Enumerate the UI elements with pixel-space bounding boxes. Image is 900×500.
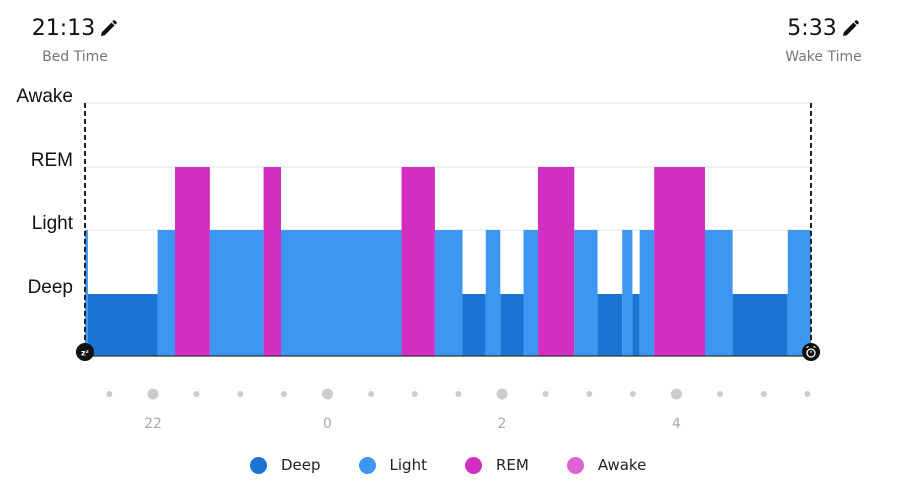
legend-label-rem: REM [495, 456, 529, 474]
x-major-tick [322, 388, 333, 400]
y-tick-label-light: Light [32, 213, 74, 234]
x-minor-tick [629, 391, 636, 397]
pencil-icon[interactable] [840, 19, 860, 39]
y-tick-label-rem: REM [31, 150, 73, 171]
stage-bar-rem [538, 167, 575, 356]
x-minor-tick [411, 391, 418, 397]
stage-bar-deep [597, 294, 623, 356]
legend-dot-light [358, 456, 376, 474]
x-minor-tick [717, 391, 724, 397]
stage-bar-deep [632, 294, 640, 356]
bed-time-label: Bed Time [42, 49, 108, 65]
x-tick-label: 4 [672, 416, 681, 432]
x-minor-tick [804, 391, 811, 397]
x-minor-tick [193, 391, 200, 397]
x-minor-tick [586, 391, 593, 397]
wake-time-value[interactable]: 5:33 [787, 16, 837, 41]
stage-bar-deep [462, 294, 486, 356]
stage-bar-deep [732, 294, 788, 356]
legend-dot-awake [566, 456, 584, 474]
legend-label-deep: Deep [281, 456, 321, 474]
stage-bar-light [705, 230, 733, 356]
stage-bar-light [574, 230, 598, 356]
legend-item-rem: REM [464, 456, 529, 474]
stage-bar-light [434, 230, 463, 356]
legend-item-deep: Deep [250, 456, 321, 474]
sleep-zzz-icon: zᶻ [76, 343, 94, 361]
svg-text:zᶻ: zᶻ [81, 349, 89, 358]
x-tick-label: 2 [498, 416, 507, 432]
wake-time-label: Wake Time [785, 49, 862, 65]
pencil-icon[interactable] [98, 19, 118, 39]
bed-time-block: 21:13 Bed Time [30, 16, 120, 65]
x-major-tick [671, 388, 682, 400]
stage-bar-light [209, 230, 264, 356]
x-major-tick [147, 388, 159, 400]
legend-label-awake: Awake [597, 456, 647, 474]
x-tick-label: 0 [323, 416, 332, 432]
stage-bar-rem [175, 167, 210, 356]
legend-item-awake: Awake [566, 456, 647, 474]
x-tick-label: 22 [144, 416, 162, 432]
stage-bar-light [281, 230, 402, 356]
x-major-tick [496, 388, 508, 400]
legend-item-light: Light [358, 456, 427, 474]
wake-time-block: 5:33 Wake Time [776, 16, 871, 65]
x-minor-tick [760, 391, 767, 397]
stage-bar-rem [654, 167, 705, 356]
x-minor-tick [237, 391, 244, 397]
stage-bar-deep [500, 294, 524, 356]
legend-dot-rem [464, 456, 482, 474]
stage-bar-rem [263, 167, 282, 356]
stage-bar-deep [87, 294, 158, 356]
x-minor-tick [368, 391, 375, 397]
stage-bar-light [787, 230, 811, 356]
stage-bar-light [523, 230, 539, 356]
x-minor-tick [280, 391, 287, 397]
y-tick-label-awake: Awake [16, 86, 73, 107]
stage-bar-light [485, 230, 501, 356]
stage-bar-light [639, 230, 655, 356]
x-minor-tick [106, 391, 113, 397]
sleep-stage-chart: Deep Light REM Awake zᶻ 22 0 2 4 [16, 86, 820, 432]
alarm-clock-icon [802, 343, 820, 361]
chart-legend: Deep Light REM Awake [250, 456, 684, 474]
stage-bar-rem [401, 167, 435, 356]
stage-bar-light [85, 230, 88, 356]
legend-label-light: Light [389, 456, 427, 474]
y-tick-label-deep: Deep [28, 277, 73, 298]
legend-dot-deep [250, 456, 267, 474]
x-minor-tick [542, 391, 549, 397]
stage-bar-light [622, 230, 633, 356]
bed-time-value[interactable]: 21:13 [31, 16, 96, 41]
stage-bar-light [157, 230, 176, 356]
x-minor-tick [455, 391, 462, 397]
